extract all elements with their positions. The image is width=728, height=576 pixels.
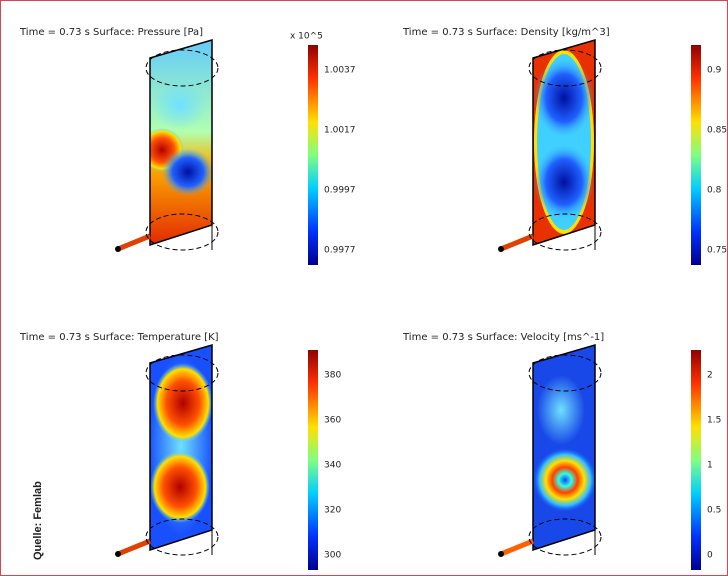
colorbar xyxy=(691,350,701,570)
colorbar-tick-label: 0.85 xyxy=(707,126,727,136)
colorbar xyxy=(308,45,318,265)
colorbar-tick-label: 380 xyxy=(324,371,341,381)
surface-plot xyxy=(533,40,595,245)
pipe xyxy=(117,233,151,252)
colorbar-tick-label: 1 xyxy=(707,461,713,471)
colorbar-tick-label: 320 xyxy=(324,506,341,516)
pipe-end xyxy=(115,551,121,557)
field-blob xyxy=(152,80,208,130)
panel-title: Time = 0.73 s Surface: Temperature [K] xyxy=(19,332,219,343)
plot-panel: Time = 0.73 s Surface: Density [kg/m^3] 0… xyxy=(402,27,727,265)
colorbar xyxy=(308,350,318,570)
panel-title: Time = 0.73 s Surface: Density [kg/m^3] xyxy=(402,27,610,38)
boundary-ellipse xyxy=(145,49,219,87)
plot-panel: Time = 0.73 s Surface: Velocity [ms^-1] 2… xyxy=(402,332,721,570)
colorbar-tick-label: 1.5 xyxy=(707,416,721,426)
boundary-ellipse xyxy=(528,354,602,392)
boundary-ellipse xyxy=(145,354,219,392)
colorbar-tick-label: 0.9 xyxy=(707,66,722,76)
field-blob xyxy=(533,448,595,512)
colorbar-tick-label: 0 xyxy=(707,551,713,561)
surface-plot xyxy=(150,345,212,550)
panel-title: Time = 0.73 s Surface: Pressure [Pa] xyxy=(19,27,203,38)
pipe-end xyxy=(115,246,121,252)
plot-panel: Time = 0.73 s Surface: Temperature [K] 38… xyxy=(19,332,341,570)
pipe xyxy=(500,233,534,252)
boundary-ellipse xyxy=(145,213,219,251)
colorbar-tick-label: 0.9977 xyxy=(324,246,356,256)
field-blob xyxy=(150,451,210,523)
field-blob xyxy=(162,148,212,196)
boundary-ellipse xyxy=(528,518,602,556)
colorbar-tick-label: 0.9997 xyxy=(324,186,356,196)
colorbar-tick-label: 0.8 xyxy=(707,186,722,196)
colorbar-exponent: x 10^5 xyxy=(290,32,323,42)
colorbar xyxy=(691,45,701,265)
colorbar-tick-label: 300 xyxy=(324,551,341,561)
colorbar-tick-label: 1.0017 xyxy=(324,126,356,136)
panels: Time = 0.73 s Surface: Pressure [Pa] x 10… xyxy=(19,27,727,570)
plot-panel: Time = 0.73 s Surface: Pressure [Pa] x 10… xyxy=(19,27,356,265)
pipe-end xyxy=(498,246,504,252)
colorbar-tick-label: 0.75 xyxy=(707,246,727,256)
field-blob xyxy=(153,363,212,443)
boundary-ellipse xyxy=(528,213,602,251)
surface-plot xyxy=(533,345,595,550)
boundary-ellipse xyxy=(528,49,602,87)
pipe xyxy=(117,538,151,557)
colorbar-tick-label: 340 xyxy=(324,461,341,471)
colorbar-tick-label: 360 xyxy=(324,416,341,426)
surface-base xyxy=(533,345,595,550)
surface-plot xyxy=(150,40,212,245)
panel-title: Time = 0.73 s Surface: Velocity [ms^-1] xyxy=(402,332,604,343)
colorbar-tick-label: 1.0037 xyxy=(324,66,356,76)
pipe xyxy=(500,538,534,557)
field-blob xyxy=(537,375,585,445)
boundary-ellipse xyxy=(145,518,219,556)
source-note: Quelle: Femlab xyxy=(32,481,44,560)
field-blob xyxy=(534,144,594,220)
field-blob xyxy=(534,58,594,138)
pipe-end xyxy=(498,551,504,557)
colorbar-tick-label: 2 xyxy=(707,371,713,381)
colorbar-tick-label: 0.5 xyxy=(707,506,721,516)
